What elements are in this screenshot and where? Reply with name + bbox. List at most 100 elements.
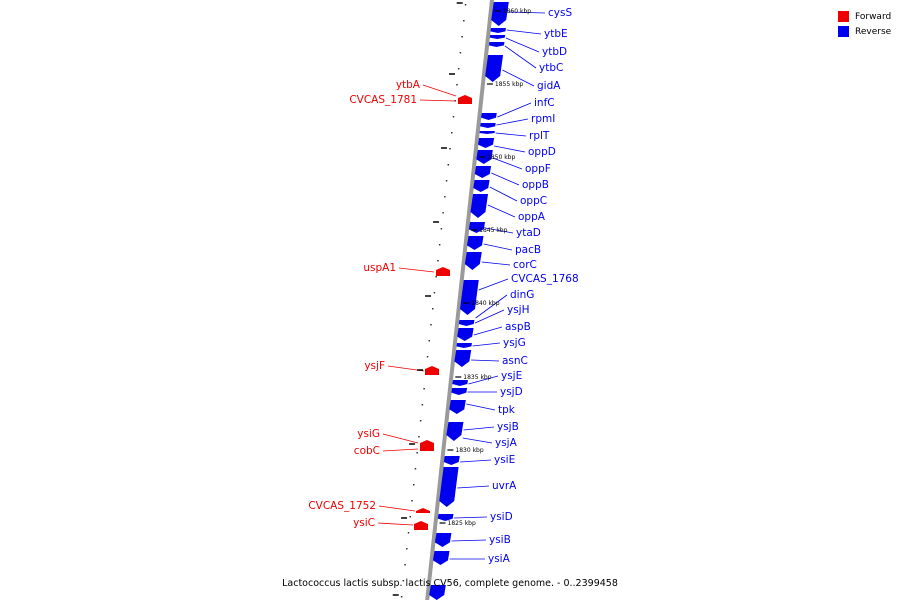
reverse-gene-label: ysiB	[489, 534, 511, 546]
reverse-gene-label: ysiA	[488, 553, 511, 565]
reverse-leader-line	[491, 172, 520, 186]
kbp-tick-label: 1830 kbp	[455, 447, 483, 454]
reverse-gene-block	[432, 551, 450, 565]
reverse-gene-block	[443, 456, 460, 465]
reverse-leader-line	[471, 359, 500, 362]
reverse-leader-line	[463, 426, 495, 431]
forward-gene-block	[414, 521, 428, 530]
reverse-gene-block	[434, 533, 452, 547]
reverse-leader-line	[460, 459, 492, 463]
reverse-leader-line	[454, 516, 488, 519]
reverse-leader-line	[492, 157, 523, 170]
reverse-gene-label: oppD	[528, 146, 556, 158]
reverse-leader-line	[485, 227, 514, 234]
reverse-gene-block	[490, 28, 506, 33]
reverse-gene-label: ytbC	[539, 62, 563, 74]
reverse-swatch	[838, 26, 849, 37]
reverse-leader-line	[457, 485, 490, 489]
reverse-gene-block	[478, 138, 495, 148]
reverse-gene-block	[488, 42, 505, 47]
kbp-tick-label: 1825 kbp	[448, 520, 476, 527]
reverse-gene-label: ysjG	[503, 337, 526, 349]
reverse-gene-label: rpmI	[531, 113, 555, 125]
reverse-gene-block	[439, 467, 459, 507]
reverse-leader-line	[495, 132, 527, 137]
reverse-leader-line	[462, 437, 493, 444]
reverse-leader-line	[468, 375, 499, 385]
legend-reverse: Reverse	[838, 24, 891, 39]
reverse-leader-line	[481, 261, 511, 266]
reverse-gene-label: oppA	[518, 211, 546, 223]
kbp-tick-label: 1835 kbp	[463, 374, 491, 381]
reverse-gene-label: pacB	[515, 244, 541, 256]
forward-gene-label: ysiC	[353, 517, 375, 529]
forward-gene-label: uspA1	[363, 262, 396, 274]
reverse-gene-block	[480, 123, 496, 128]
reverse-gene-label: ysjD	[500, 386, 523, 398]
kbp-tick-label: 1840 kbp	[471, 300, 499, 307]
reverse-gene-block	[467, 236, 484, 250]
forward-gene-block	[416, 508, 430, 513]
reverse-leader-line	[474, 309, 505, 324]
reverse-gene-label: ysjE	[501, 370, 522, 382]
reverse-leader-line	[483, 243, 513, 251]
kbp-tick-label: 1855 kbp	[495, 81, 523, 88]
reverse-leader-line	[496, 118, 529, 126]
reverse-gene-label: oppF	[525, 163, 551, 175]
reverse-gene-block	[470, 194, 489, 218]
forward-leader-line	[378, 505, 416, 512]
reverse-gene-label: uvrA	[492, 480, 517, 492]
reverse-gene-block	[457, 328, 474, 341]
reverse-gene-label: corC	[513, 259, 537, 271]
reverse-gene-block	[481, 113, 497, 120]
reverse-gene-label: cysS	[548, 7, 572, 19]
reverse-gene-label: aspB	[505, 321, 531, 333]
reverse-gene-label: rplT	[529, 130, 550, 142]
reverse-gene-label: ysjA	[495, 437, 518, 449]
forward-gene-label: CVCAS_1752	[308, 500, 376, 512]
reverse-leader-line	[502, 69, 535, 87]
backbone	[425, 0, 495, 600]
forward-gene-label: cobC	[354, 445, 380, 457]
reverse-leader-line	[475, 294, 508, 319]
reverse-leader-line	[478, 278, 509, 291]
forward-gene-block	[458, 95, 472, 104]
reverse-gene-label: ysiE	[494, 454, 515, 466]
reverse-leader-line	[506, 29, 542, 35]
reverse-gene-block	[479, 131, 495, 134]
reverse-gene-block	[459, 280, 479, 315]
legend-forward-label: Forward	[855, 11, 892, 22]
forward-gene-label: CVCAS_1781	[349, 94, 417, 106]
forward-leader-line	[422, 84, 457, 97]
reverse-leader-line	[508, 11, 546, 14]
reverse-gene-block	[489, 35, 506, 39]
reverse-gene-block	[474, 166, 492, 178]
reverse-leader-line	[472, 342, 501, 347]
kbp-tick-label: 1860 kbp	[503, 8, 531, 15]
reverse-gene-label: ysjB	[497, 421, 519, 433]
reverse-leader-line	[494, 145, 526, 153]
forward-gene-label: ysjF	[364, 360, 385, 372]
forward-leader-line	[377, 522, 414, 526]
reverse-gene-label: CVCAS_1768	[511, 273, 579, 285]
reverse-gene-label: tpk	[498, 404, 516, 416]
reverse-gene-block	[429, 585, 446, 600]
legend-forward: Forward	[838, 9, 891, 24]
reverse-gene-block	[473, 180, 490, 192]
forward-leader-line	[419, 99, 457, 102]
reverse-gene-block	[437, 514, 454, 521]
reverse-gene-block	[456, 343, 472, 348]
forward-gene-block	[425, 366, 439, 375]
map-caption: Lactococcus lactis subsp. lactis CV56, c…	[282, 578, 618, 589]
kbp-tick-label: 1845 kbp	[479, 227, 507, 234]
forward-gene-label: ytbA	[396, 79, 421, 91]
reverse-gene-block	[452, 380, 468, 386]
reverse-leader-line	[505, 37, 540, 53]
reverse-gene-block	[464, 252, 482, 270]
reverse-gene-label: infC	[534, 97, 555, 109]
reverse-gene-label: ysiD	[490, 511, 513, 523]
reverse-gene-block	[458, 320, 475, 326]
forward-swatch	[838, 11, 849, 22]
reverse-gene-label: ytbD	[542, 46, 567, 58]
